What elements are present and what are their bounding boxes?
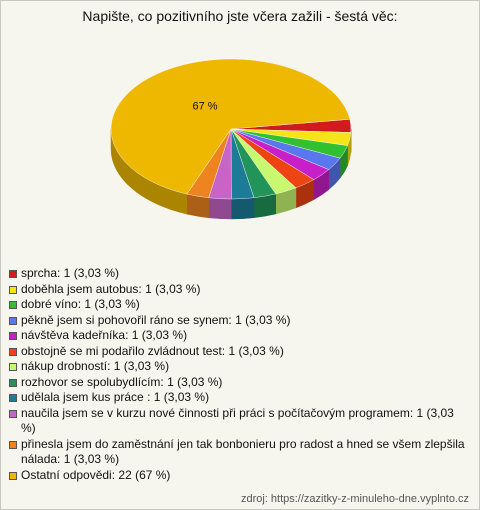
legend-swatch <box>9 270 17 278</box>
pie-slice <box>110 58 351 195</box>
legend-swatch <box>9 316 17 325</box>
legend-swatch <box>9 332 17 340</box>
legend-swatch <box>9 301 17 309</box>
legend-item: návštěva kadeřníka: 1 (3,03 %) <box>9 328 471 344</box>
legend-label: přinesla jsem do zaměstnání jen tak bonb… <box>21 436 465 467</box>
legend-label: návštěva kadeřníka: 1 (3,03 %) <box>21 328 188 342</box>
pie-side <box>231 197 255 220</box>
legend-swatch <box>9 285 17 294</box>
legend-label: Ostatní odpovědi: 22 (67 %) <box>21 467 171 482</box>
legend-swatch <box>9 347 17 356</box>
legend-label: nákup drobností: 1 (3,03 %) <box>21 359 170 373</box>
legend-item: sprcha: 1 (3,03 %) <box>9 266 471 282</box>
legend-item: udělala jsem kus práce : 1 (3,03 %) <box>9 390 471 406</box>
legend-label: obstojně se mi podařilo zvládnout test: … <box>21 343 284 358</box>
legend-label: naučila jsem se v kurzu nové činnosti př… <box>21 405 454 436</box>
source: zdroj: https://zazitky-z-minuleho-dne.vy… <box>240 493 469 505</box>
legend-label: doběhla jsem autobus: 1 (3,03 %) <box>21 281 201 296</box>
legend-label: sprcha: 1 (3,03 %) <box>21 266 120 280</box>
pie-side <box>253 193 276 218</box>
legend-label: pěkně jsem si pohovořil ráno se synem: 1… <box>21 312 291 327</box>
legend-swatch <box>9 378 17 387</box>
value-label: 67 % <box>192 101 217 113</box>
legend-item: naučila jsem se v kurzu nové činnosti př… <box>9 406 471 437</box>
legend-label: udělala jsem kus práce : 1 (3,03 %) <box>21 390 210 404</box>
legend-item: dobré víno: 1 (3,03 %) <box>9 297 471 313</box>
chart-title: Napište, co pozitivního jste včera zažil… <box>82 8 397 24</box>
legend-item: doběhla jsem autobus: 1 (3,03 %) <box>9 282 471 298</box>
legend-swatch <box>9 363 17 371</box>
legend-item: nákup drobností: 1 (3,03 %) <box>9 359 471 375</box>
pie-side <box>208 197 232 220</box>
legend-item: Ostatní odpovědi: 22 (67 %) <box>9 468 471 484</box>
legend: sprcha: 1 (3,03 %) doběhla jsem autobus: … <box>9 266 471 483</box>
legend-label: rozhovor se spolubydlícím: 1 (3,03 %) <box>21 374 223 389</box>
legend-item: obstojně se mi podařilo zvládnout test: … <box>9 344 471 360</box>
legend-swatch <box>9 471 17 480</box>
legend-swatch <box>9 440 17 449</box>
legend-item: přinesla jsem do zaměstnání jen tak bonb… <box>9 437 471 468</box>
pie-area: Napište, co pozitivního jste včera zažil… <box>82 8 398 220</box>
legend-item: rozhovor se spolubydlícím: 1 (3,03 %) <box>9 375 471 391</box>
legend-swatch <box>9 394 17 402</box>
pie-side <box>186 193 209 219</box>
legend-label: dobré víno: 1 (3,03 %) <box>21 297 140 311</box>
legend-swatch <box>9 409 17 418</box>
legend-item: pěkně jsem si pohovořil ráno se synem: 1… <box>9 313 471 329</box>
